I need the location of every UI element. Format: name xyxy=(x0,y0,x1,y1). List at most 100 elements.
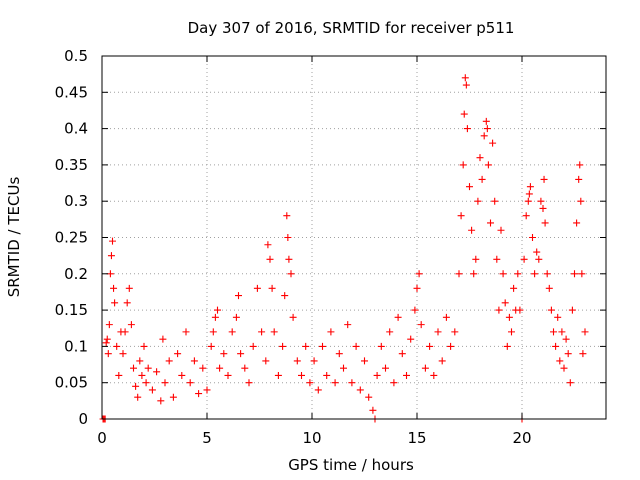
y-tick-label: 0.35 xyxy=(55,156,88,174)
data-point xyxy=(102,339,110,347)
x-tick-labels: 0 5 10 15 20 xyxy=(97,429,531,447)
data-point xyxy=(132,382,140,390)
data-point xyxy=(575,175,583,183)
data-point xyxy=(514,270,522,278)
data-point xyxy=(281,292,289,300)
data-point xyxy=(352,342,360,350)
data-point xyxy=(411,306,419,314)
data-point xyxy=(562,335,570,343)
data-point xyxy=(462,81,470,89)
data-point xyxy=(323,371,331,379)
data-point xyxy=(298,371,305,379)
data-point xyxy=(165,357,173,365)
y-tick-label: 0.3 xyxy=(64,192,88,210)
data-point xyxy=(115,371,123,379)
data-point xyxy=(560,364,568,372)
data-point xyxy=(302,342,310,350)
data-point xyxy=(474,197,482,205)
x-tick-label: 5 xyxy=(202,429,212,447)
data-point xyxy=(501,299,509,307)
data-point xyxy=(442,313,450,321)
data-point xyxy=(130,364,137,372)
y-tick-label: 0.4 xyxy=(64,120,88,138)
data-point xyxy=(344,321,352,329)
data-point xyxy=(228,328,236,336)
data-point xyxy=(207,342,215,350)
data-point xyxy=(552,342,560,350)
data-point xyxy=(526,183,534,191)
data-point xyxy=(331,379,339,387)
data-point xyxy=(543,270,551,278)
data-point xyxy=(157,397,165,405)
data-point xyxy=(174,350,182,358)
data-point xyxy=(369,406,377,414)
data-point xyxy=(516,306,524,314)
data-point xyxy=(497,226,505,234)
data-point xyxy=(578,270,586,278)
data-point xyxy=(237,350,245,358)
data-point xyxy=(340,364,347,372)
data-point xyxy=(319,342,326,350)
x-axis-label: GPS time / hours xyxy=(288,456,414,474)
y-tick-label: 0.25 xyxy=(55,229,88,247)
data-point xyxy=(451,328,459,336)
data-point xyxy=(136,357,144,365)
data-point xyxy=(556,357,564,365)
data-point xyxy=(398,350,406,358)
data-point xyxy=(566,379,574,387)
data-point xyxy=(266,255,274,263)
y-tick-label: 0.2 xyxy=(64,265,88,283)
data-point xyxy=(434,328,442,336)
data-point xyxy=(520,255,528,263)
data-point xyxy=(140,342,148,350)
data-point xyxy=(356,386,364,394)
data-point xyxy=(279,342,287,350)
data-point xyxy=(203,386,211,394)
data-point xyxy=(539,204,547,212)
data-point xyxy=(285,255,293,263)
data-point xyxy=(489,139,497,147)
data-point xyxy=(199,364,207,372)
y-tick-label: 0.05 xyxy=(55,374,88,392)
data-point xyxy=(505,313,513,321)
data-point xyxy=(540,175,548,183)
data-point xyxy=(169,393,177,401)
data-point xyxy=(483,125,491,133)
data-point xyxy=(390,379,398,387)
data-point xyxy=(186,379,194,387)
data-point xyxy=(373,371,381,379)
data-point xyxy=(413,284,421,292)
data-point xyxy=(258,328,266,336)
data-point xyxy=(182,328,190,336)
data-point xyxy=(503,342,511,350)
data-point xyxy=(577,197,585,205)
data-point xyxy=(270,328,278,336)
data-point xyxy=(310,357,318,365)
data-point xyxy=(476,154,484,162)
data-point xyxy=(508,328,515,336)
data-point xyxy=(148,386,156,394)
axis-ticks xyxy=(101,55,606,420)
data-point xyxy=(195,390,203,398)
y-axis-label: SRMTID / TECUs xyxy=(5,177,23,298)
data-point xyxy=(224,371,232,379)
data-point xyxy=(284,234,292,241)
data-point xyxy=(106,270,114,278)
data-point xyxy=(249,342,257,350)
data-point xyxy=(533,248,541,256)
data-point xyxy=(438,357,446,365)
data-point xyxy=(211,313,219,321)
data-point xyxy=(415,270,423,278)
data-point xyxy=(407,335,415,343)
data-point xyxy=(484,161,492,169)
data-point xyxy=(463,125,471,133)
data-point xyxy=(403,371,410,379)
data-point xyxy=(535,255,543,263)
data-point xyxy=(241,364,249,372)
data-point xyxy=(121,328,129,336)
data-point xyxy=(524,197,532,205)
data-point xyxy=(361,357,368,365)
data-point xyxy=(262,357,270,365)
data-point xyxy=(581,328,589,336)
